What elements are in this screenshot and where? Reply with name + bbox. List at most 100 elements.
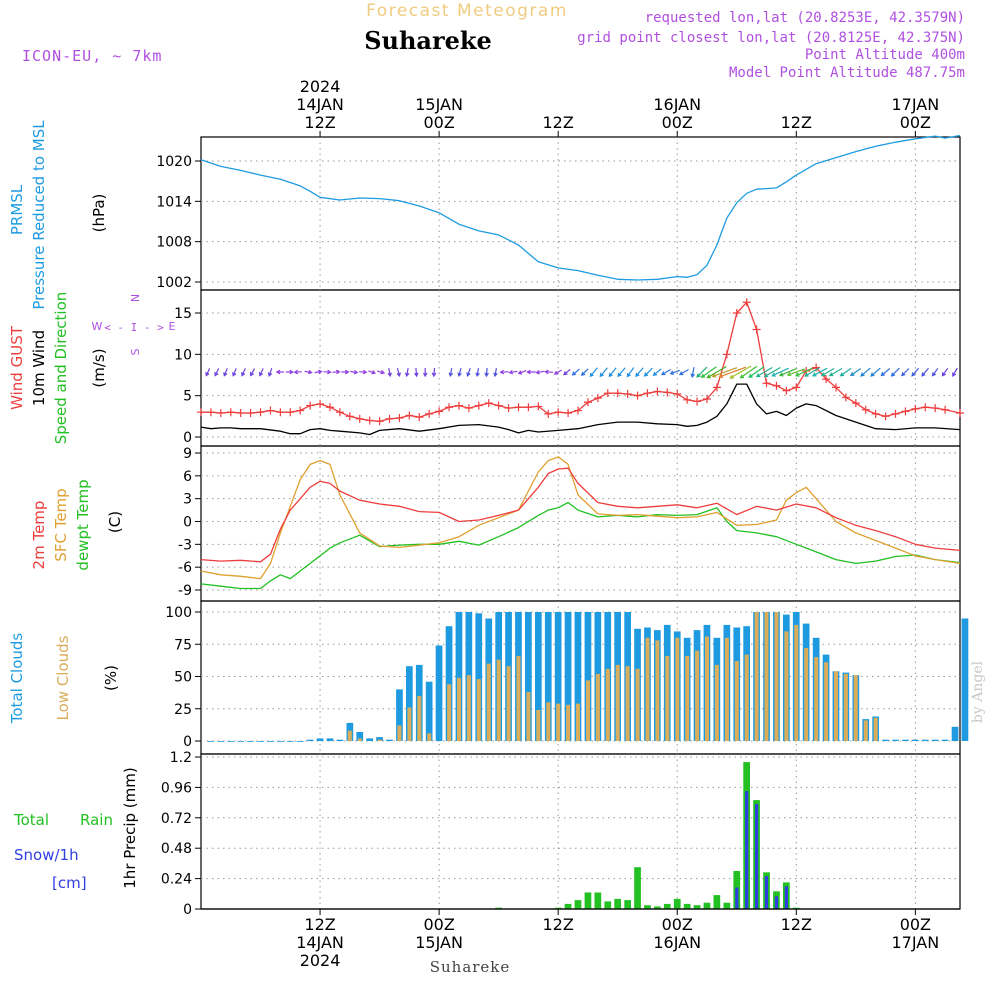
gust-marker <box>752 325 761 334</box>
wind-direction-arrow <box>304 369 313 375</box>
total-cloud-bar <box>267 741 274 742</box>
wind-direction-arrow <box>571 368 580 376</box>
total-cloud-bar <box>455 612 463 741</box>
y-tick-label: 1020 <box>156 154 192 170</box>
rain-bar <box>792 907 800 909</box>
total-cloud-bar <box>376 737 383 741</box>
total-cloud-bar <box>386 739 393 741</box>
low-cloud-bar <box>774 612 779 741</box>
low-cloud-bar <box>635 668 640 741</box>
y-tick-label: 0 <box>183 430 192 446</box>
wind-direction-arrow <box>484 367 489 378</box>
clouds-panel: 0 25 50 75 100 <box>165 600 969 755</box>
point-altitude: Point Altitude 400m <box>805 47 965 63</box>
wind-direction-arrow <box>820 367 835 377</box>
wind-direction-arrow <box>563 368 571 376</box>
low-cloud-bar <box>457 677 461 741</box>
y-tick-label: 50 <box>174 670 192 686</box>
low-cloud-bar <box>695 650 700 741</box>
y-tick-label: -6 <box>178 560 192 576</box>
wind-direction-arrow <box>350 369 359 375</box>
wind-direction-arrow <box>323 369 332 375</box>
wind-direction-arrow <box>387 367 392 378</box>
gust-marker <box>494 401 503 410</box>
wind-direction-arrow <box>690 366 695 379</box>
total-cloud-bar <box>296 741 304 742</box>
wind-direction-arrow <box>755 366 773 378</box>
gust-marker <box>484 399 493 408</box>
wind-direction-arrow <box>870 367 881 377</box>
rain-bar <box>683 903 691 909</box>
total-cloud-bar <box>435 645 443 741</box>
low-cloud-bar <box>407 707 412 741</box>
wind-direction-arrow <box>921 367 929 377</box>
total-cloud-bar <box>257 741 264 742</box>
low-cloud-bar <box>625 666 630 741</box>
total-cloud-bar <box>445 626 453 741</box>
wind-direction-arrow <box>517 370 527 375</box>
total-cloud-bar <box>227 741 235 742</box>
snow-bar <box>764 876 769 909</box>
gust-marker <box>454 401 463 410</box>
wind-direction-arrow <box>660 368 671 376</box>
gust-marker <box>663 388 672 397</box>
total-cloud-bar <box>931 739 939 741</box>
low-cloud-bar <box>705 636 709 741</box>
wind-direction-arrow <box>849 368 862 377</box>
low-cloud-bar <box>863 720 868 741</box>
gust-marker <box>603 389 612 398</box>
low-cloud-bar <box>397 725 402 741</box>
gust-marker <box>345 412 354 421</box>
total-cloud-bar <box>902 739 909 741</box>
gust-marker <box>256 408 265 417</box>
gust-marker <box>276 408 285 417</box>
wind-direction-arrow <box>250 368 256 377</box>
y-tick-label: 25 <box>174 702 192 718</box>
wind-direction-arrow <box>828 367 843 377</box>
temp-dewpoint-label: dewpt Temp <box>74 479 92 570</box>
gust-marker <box>544 409 553 418</box>
total-cloud-bar <box>564 612 572 741</box>
requested-coordinates: requested lon,lat (20.8253E, 42.3579N) <box>645 10 965 26</box>
wind-direction-arrow <box>626 367 635 378</box>
snow-bar <box>774 896 779 909</box>
y-tick-label: 0.24 <box>161 872 192 888</box>
grid-point-coordinates: grid point closest lon,lat (20.8125E, 42… <box>577 30 965 46</box>
gust-marker <box>851 399 860 408</box>
low-cloud-bar <box>615 664 620 741</box>
temp-unit: (C) <box>106 511 124 533</box>
wind-direction-arrow <box>258 368 264 377</box>
gust-marker <box>365 416 374 425</box>
total-rain-label-1: Total <box>13 811 49 829</box>
low-cloud-bar <box>486 663 491 741</box>
wind-direction-arrow <box>275 369 284 375</box>
wind-direction-arrow <box>214 368 220 377</box>
low-cloud-bar <box>655 640 660 741</box>
rain-bar <box>634 867 641 909</box>
low-cloud-bar <box>764 612 769 741</box>
low-cloud-bar <box>427 733 432 741</box>
gust-marker <box>534 402 543 411</box>
temp-sfc-label: SFC Temp <box>52 488 70 561</box>
low-cloud-bar <box>546 702 551 741</box>
low-cloud-bar <box>556 703 561 741</box>
wind-direction-arrow <box>890 367 900 377</box>
total-cloud-bar <box>316 738 324 741</box>
rain-bar <box>644 905 651 909</box>
low-cloud-bar <box>824 662 829 741</box>
low-cloud-bar <box>506 666 511 741</box>
wind-direction-arrow <box>544 369 554 375</box>
y-tick-label: 75 <box>174 637 192 653</box>
gust-marker <box>593 394 602 403</box>
total-cloud-bar <box>475 613 483 741</box>
wind-panel: 0 5 10 15 <box>174 289 964 447</box>
y-tick-label: 100 <box>165 605 192 621</box>
rain-bar <box>654 906 661 909</box>
model-point-altitude: Model Point Altitude 487.75m <box>729 65 965 81</box>
pressure-unit: (hPa) <box>90 194 108 233</box>
gust-marker <box>772 381 781 390</box>
footer-location: Suhareke <box>430 958 511 976</box>
pressure-panel: 1002 1008 1014 1020 <box>156 134 961 291</box>
